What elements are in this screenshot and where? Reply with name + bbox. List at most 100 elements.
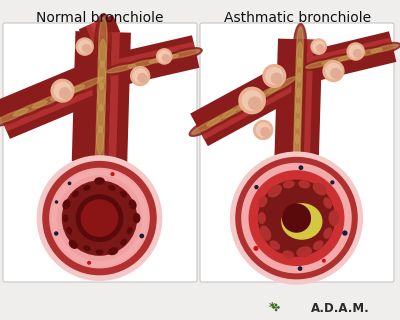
Ellipse shape (306, 60, 333, 68)
Circle shape (76, 37, 94, 56)
Circle shape (330, 180, 334, 185)
Circle shape (330, 68, 341, 79)
Ellipse shape (285, 207, 312, 229)
Circle shape (55, 200, 58, 204)
Ellipse shape (170, 50, 200, 58)
Ellipse shape (120, 239, 127, 245)
Circle shape (87, 261, 91, 265)
Circle shape (282, 204, 311, 233)
Ellipse shape (13, 101, 47, 116)
Polygon shape (198, 79, 292, 135)
Ellipse shape (313, 240, 324, 250)
Polygon shape (108, 42, 196, 74)
Ellipse shape (293, 134, 300, 174)
Ellipse shape (94, 177, 105, 185)
Polygon shape (190, 65, 298, 146)
Ellipse shape (96, 249, 104, 255)
Ellipse shape (296, 246, 312, 257)
Ellipse shape (313, 182, 327, 196)
Ellipse shape (291, 100, 304, 147)
Circle shape (238, 87, 266, 114)
Circle shape (49, 168, 150, 268)
Circle shape (254, 185, 259, 189)
Ellipse shape (323, 228, 332, 239)
Ellipse shape (32, 93, 66, 108)
Ellipse shape (320, 54, 352, 66)
Ellipse shape (267, 77, 296, 93)
Ellipse shape (0, 108, 28, 124)
Ellipse shape (298, 180, 310, 188)
Ellipse shape (264, 75, 299, 95)
Polygon shape (1, 79, 98, 126)
Polygon shape (79, 15, 120, 46)
Ellipse shape (128, 60, 157, 68)
Circle shape (262, 64, 286, 88)
Ellipse shape (258, 212, 266, 224)
Circle shape (230, 151, 363, 285)
Circle shape (260, 127, 270, 137)
Circle shape (271, 72, 283, 84)
Ellipse shape (10, 98, 50, 118)
Circle shape (325, 63, 342, 79)
Ellipse shape (149, 55, 178, 63)
Ellipse shape (207, 109, 236, 126)
Ellipse shape (62, 199, 70, 210)
Ellipse shape (83, 245, 91, 251)
Ellipse shape (303, 58, 336, 70)
Ellipse shape (98, 39, 106, 89)
Circle shape (353, 49, 362, 58)
FancyBboxPatch shape (3, 23, 197, 282)
Ellipse shape (252, 85, 281, 101)
Ellipse shape (292, 69, 305, 116)
Polygon shape (274, 39, 322, 163)
Circle shape (110, 172, 115, 176)
Polygon shape (309, 37, 394, 69)
Circle shape (248, 170, 344, 266)
Polygon shape (110, 47, 196, 73)
Ellipse shape (338, 52, 366, 60)
Circle shape (78, 40, 92, 53)
Ellipse shape (322, 56, 350, 64)
Ellipse shape (336, 51, 368, 62)
Circle shape (349, 44, 363, 59)
Circle shape (342, 230, 348, 236)
Polygon shape (107, 35, 200, 87)
Ellipse shape (354, 48, 382, 57)
Ellipse shape (66, 75, 106, 95)
Ellipse shape (94, 13, 111, 72)
Ellipse shape (189, 115, 224, 136)
Ellipse shape (234, 91, 269, 112)
Ellipse shape (147, 52, 181, 65)
Ellipse shape (294, 103, 301, 143)
Circle shape (258, 180, 335, 257)
Polygon shape (97, 32, 112, 162)
Ellipse shape (126, 58, 160, 70)
Circle shape (50, 79, 74, 103)
Circle shape (140, 234, 144, 238)
Ellipse shape (93, 57, 110, 115)
Circle shape (346, 42, 365, 61)
Ellipse shape (97, 83, 105, 132)
Circle shape (254, 246, 258, 251)
Text: ✤: ✤ (272, 303, 280, 313)
Ellipse shape (96, 126, 104, 176)
Ellipse shape (83, 185, 91, 191)
Ellipse shape (292, 85, 305, 132)
Circle shape (242, 90, 262, 111)
Circle shape (265, 67, 283, 85)
Circle shape (137, 73, 147, 83)
Circle shape (68, 181, 71, 185)
Circle shape (248, 96, 262, 110)
Circle shape (235, 157, 358, 279)
Circle shape (241, 163, 352, 273)
Ellipse shape (93, 78, 110, 137)
Circle shape (54, 82, 72, 100)
Circle shape (310, 38, 327, 55)
FancyBboxPatch shape (200, 23, 394, 282)
Text: Normal bronchiole: Normal bronchiole (36, 11, 164, 25)
Circle shape (42, 161, 157, 275)
Ellipse shape (96, 104, 105, 154)
Ellipse shape (92, 100, 109, 158)
Polygon shape (86, 20, 107, 44)
Circle shape (162, 54, 170, 62)
